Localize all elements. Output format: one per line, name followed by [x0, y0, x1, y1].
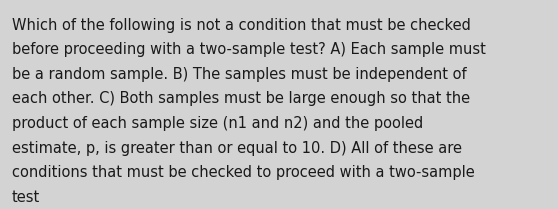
Text: product of each sample size (n1 and n2) and the pooled: product of each sample size (n1 and n2) … [12, 116, 424, 131]
Text: each other. C) Both samples must be large enough so that the: each other. C) Both samples must be larg… [12, 92, 470, 107]
Text: conditions that must be checked to proceed with a two-sample: conditions that must be checked to proce… [12, 165, 475, 180]
Text: estimate, p, is greater than or equal to 10. D) All of these are: estimate, p, is greater than or equal to… [12, 140, 462, 155]
Text: be a random sample. B) The samples must be independent of: be a random sample. B) The samples must … [12, 67, 466, 82]
Text: Which of the following is not a condition that must be checked: Which of the following is not a conditio… [12, 18, 471, 33]
Text: before proceeding with a two-sample test? A) Each sample must: before proceeding with a two-sample test… [12, 42, 486, 57]
Text: test: test [12, 190, 40, 204]
